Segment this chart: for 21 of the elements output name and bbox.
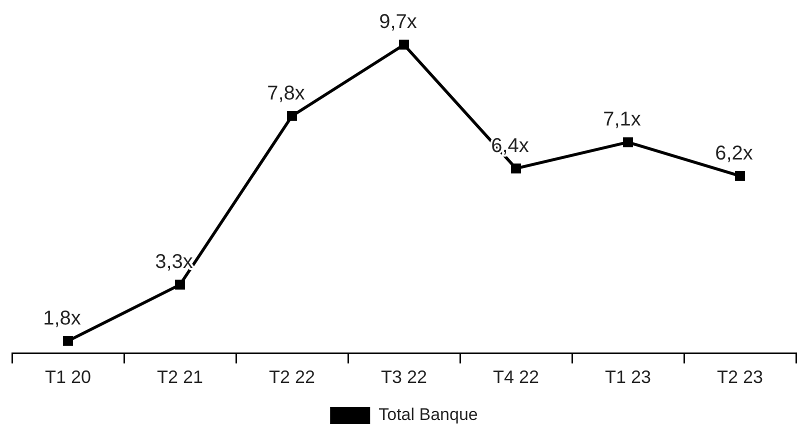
point — [63, 336, 73, 346]
point — [175, 280, 185, 290]
data-label: 1,8x — [43, 307, 81, 330]
legend-label: Total Banque — [378, 405, 478, 424]
data-label: 7,8x — [267, 82, 305, 104]
x-tick-label: T2 23 — [716, 367, 764, 388]
point — [623, 137, 633, 148]
x-tick-label: T2 21 — [156, 367, 204, 388]
x-tick-label: T1 23 — [604, 367, 652, 388]
data-label: 3,3x — [155, 251, 193, 274]
data-label: 9,7x — [379, 11, 417, 34]
point — [735, 171, 745, 181]
data-label: 7,1x — [603, 108, 641, 131]
point — [399, 40, 409, 50]
point — [511, 164, 521, 174]
x-tick-label: T3 22 — [380, 367, 428, 388]
point — [287, 111, 297, 121]
x-tick-label: T4 22 — [492, 367, 540, 388]
x-tick-label: T2 22 — [268, 367, 316, 388]
data-label: 6,2x — [715, 142, 753, 164]
x-tick-label: T1 20 — [44, 367, 92, 388]
